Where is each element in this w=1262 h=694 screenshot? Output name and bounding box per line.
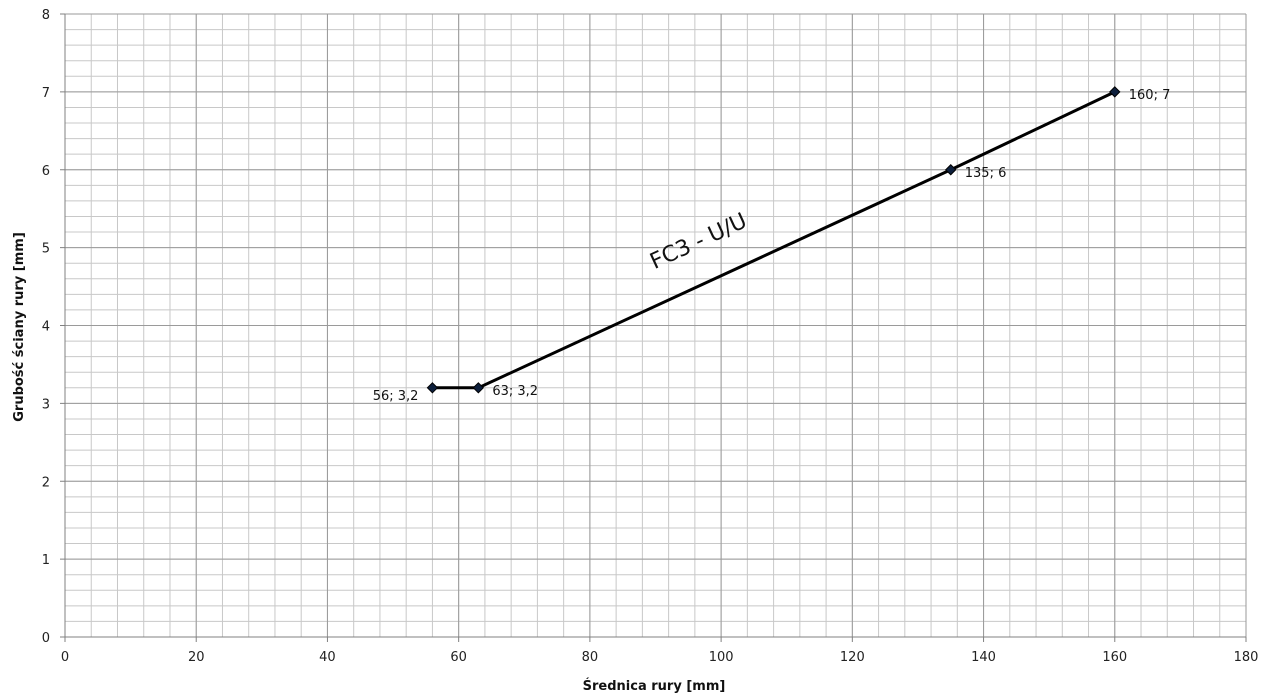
data-point-marker <box>945 164 957 176</box>
data-point-marker <box>472 382 485 394</box>
x-tick-label: 40 <box>319 650 336 665</box>
y-axis-title: Grubość ściany rury [mm] <box>12 232 27 422</box>
series-group <box>426 86 1121 394</box>
x-tick-label: 100 <box>709 650 734 665</box>
series-annotation: FC3 - U/U <box>646 209 751 275</box>
data-label: 63; 3,2 <box>492 384 538 399</box>
data-point-marker <box>426 382 439 394</box>
y-tick-label: 1 <box>42 553 50 568</box>
y-tick-label: 8 <box>42 8 50 23</box>
data-labels: 56; 3,2 63; 3,2 135; 6 160; 7 <box>373 88 1171 404</box>
series-line <box>432 90 1116 390</box>
x-axis-ticks: 0 20 40 60 80 100 120 140 160 180 <box>61 637 1259 665</box>
x-tick-label: 160 <box>1102 650 1127 665</box>
data-label: 56; 3,2 <box>373 389 419 404</box>
x-tick-label: 140 <box>971 650 996 665</box>
annotations: FC3 - U/U <box>646 209 751 275</box>
x-tick-label: 120 <box>840 650 865 665</box>
y-tick-label: 6 <box>42 164 50 179</box>
y-tick-label: 5 <box>42 242 50 257</box>
x-axis-title: Średnica rury [mm] <box>583 678 726 694</box>
x-tick-label: 180 <box>1234 650 1259 665</box>
y-tick-label: 7 <box>42 86 50 101</box>
y-tick-label: 0 <box>42 631 50 646</box>
data-label: 135; 6 <box>965 166 1007 181</box>
data-point-marker <box>1109 86 1121 98</box>
x-tick-label: 80 <box>582 650 599 665</box>
y-axis-ticks: 0 1 2 3 4 5 6 7 8 <box>42 8 65 646</box>
x-tick-label: 0 <box>61 650 69 665</box>
data-label: 160; 7 <box>1129 88 1171 103</box>
y-tick-label: 4 <box>42 320 50 335</box>
x-tick-label: 60 <box>450 650 467 665</box>
y-tick-label: 3 <box>42 397 50 412</box>
y-tick-label: 2 <box>42 475 50 490</box>
x-tick-label: 20 <box>188 650 205 665</box>
